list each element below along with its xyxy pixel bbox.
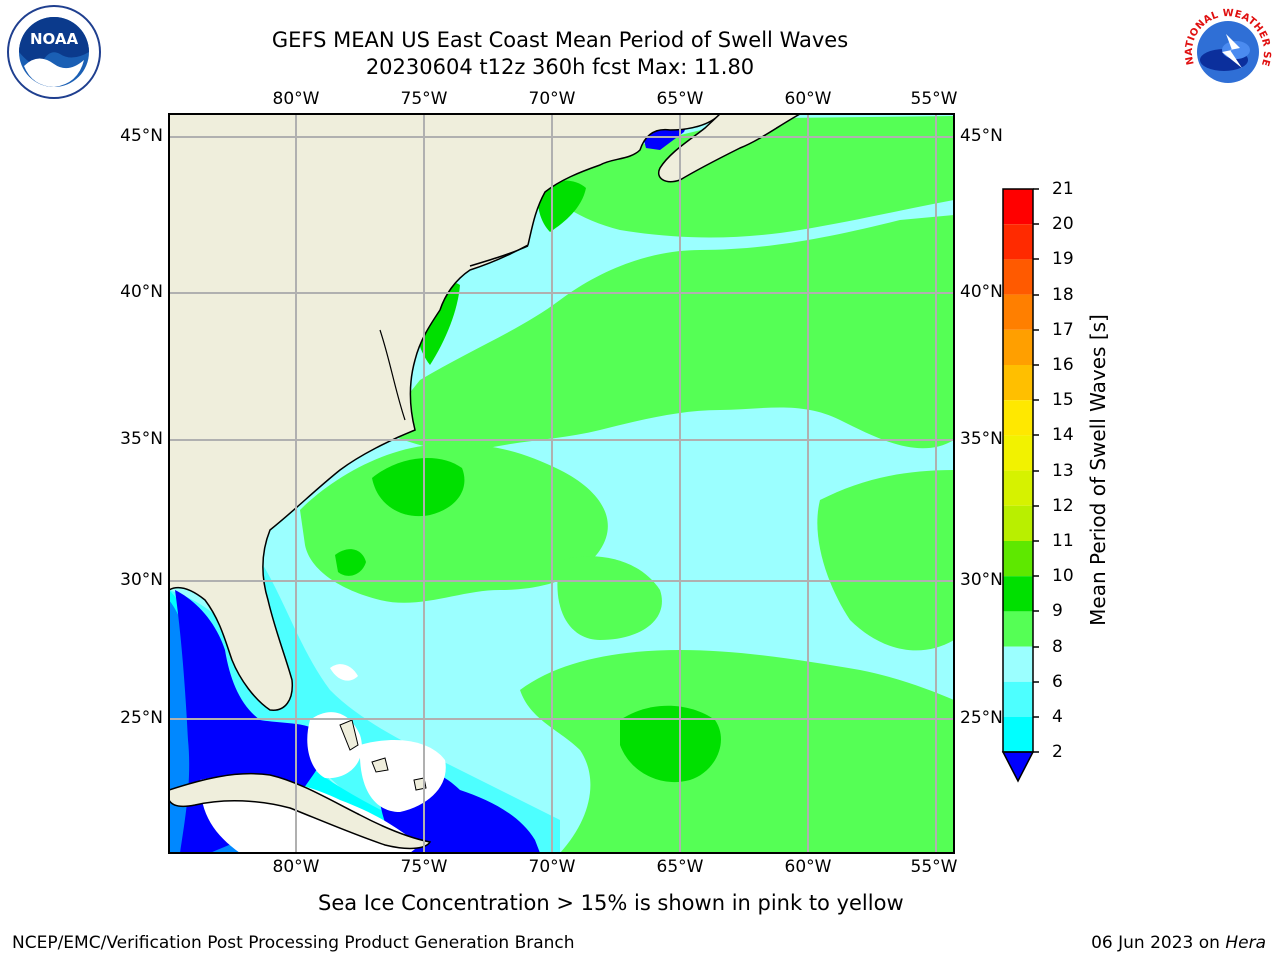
long-island-coast (469, 245, 529, 267)
colorbar-swatch (1003, 259, 1033, 295)
lat-label-left: 35°N (120, 429, 163, 449)
cuba-land (169, 772, 432, 850)
colorbar-tick-label: 8 (1052, 637, 1063, 657)
chesapeake-coast (379, 329, 406, 421)
colorbar-tick-label: 18 (1052, 285, 1074, 305)
colorbar-tick-label: 11 (1052, 531, 1074, 551)
colorbar-swatch (1003, 646, 1033, 682)
colorbar-tick-label: 2 (1052, 742, 1063, 762)
colorbar-swatch (1003, 576, 1033, 612)
lat-label-right: 45°N (960, 126, 1003, 146)
colorbar-tick-label: 20 (1052, 214, 1074, 234)
colorbar-tick-label: 17 (1052, 320, 1074, 340)
lon-label-bottom: 70°W (528, 857, 576, 877)
lon-label-top: 70°W (528, 89, 576, 109)
colorbar-swatch (1003, 717, 1033, 753)
lon-label-bottom: 65°W (656, 857, 704, 877)
colorbar (1001, 188, 1039, 783)
lat-label-right: 40°N (960, 282, 1003, 302)
colorbar-swatch (1003, 435, 1033, 471)
colorbar-swatch (1003, 189, 1033, 225)
map-gridlines (169, 114, 954, 853)
colorbar-swatch (1003, 329, 1033, 365)
colorbar-tick-label: 13 (1052, 461, 1074, 481)
lat-label-left: 40°N (120, 282, 163, 302)
colorbar-swatch (1003, 400, 1033, 436)
colorbar-swatch (1003, 224, 1033, 260)
lon-label-top: 65°W (656, 89, 704, 109)
footer-date: 06 Jun 2023 on Hera (1091, 933, 1266, 953)
colorbar-tick-label: 10 (1052, 566, 1074, 586)
lat-label-left: 25°N (120, 708, 163, 728)
colorbar-swatch (1003, 365, 1033, 401)
map-frame (168, 113, 955, 854)
lat-label-right: 35°N (960, 429, 1003, 449)
colorbar-swatch (1003, 541, 1033, 577)
colorbar-tick-label: 21 (1052, 179, 1074, 199)
lon-label-top: 55°W (910, 89, 958, 109)
noaa-logo-text: NOAA (30, 30, 79, 48)
noaa-logo-icon: NOAA (7, 5, 101, 99)
colorbar-tick-label: 12 (1052, 496, 1074, 516)
colorbar-swatch (1003, 505, 1033, 541)
colorbar-swatch (1003, 470, 1033, 506)
lon-label-bottom: 75°W (400, 857, 448, 877)
colorbar-swatch (1003, 681, 1033, 717)
swell-10-11s-region (335, 180, 721, 783)
footer-credit: NCEP/EMC/Verification Post Processing Pr… (12, 933, 575, 953)
colorbar-swatch (1003, 294, 1033, 330)
lon-label-bottom: 80°W (272, 857, 320, 877)
colorbar-tick-label: 9 (1052, 601, 1063, 621)
lon-label-bottom: 60°W (784, 857, 832, 877)
colorbar-tick-label: 14 (1052, 425, 1074, 445)
colorbar-tick-label: 4 (1052, 707, 1063, 727)
colorbar-under-triangle (1001, 751, 1035, 783)
lat-label-right: 30°N (960, 570, 1003, 590)
north-america-land (169, 114, 722, 711)
colorbar-tick-label: 15 (1052, 390, 1074, 410)
lon-label-top: 80°W (272, 89, 320, 109)
lon-label-top: 75°W (400, 89, 448, 109)
nws-logo-icon: NATIONAL WEATHER SERVICE (1180, 4, 1274, 98)
colorbar-swatch (1003, 611, 1033, 647)
lat-label-left: 45°N (120, 126, 163, 146)
chart-title: GEFS MEAN US East Coast Mean Period of S… (271, 28, 849, 52)
sea-ice-note: Sea Ice Concentration > 15% is shown in … (318, 891, 904, 915)
lon-label-bottom: 55°W (910, 857, 958, 877)
footer-date-text: 06 Jun 2023 on (1091, 933, 1226, 953)
colorbar-tick-label: 6 (1052, 672, 1063, 692)
colorbar-tick-label: 16 (1052, 355, 1074, 375)
lat-label-right: 25°N (960, 708, 1003, 728)
colorbar-tick-label: 19 (1052, 249, 1074, 269)
footer-host: Hera (1225, 933, 1266, 953)
colorbar-title: Mean Period of Swell Waves [s] (1086, 314, 1110, 626)
lat-label-left: 30°N (120, 570, 163, 590)
chart-subtitle: 20230604 t12z 360h fcst Max: 11.80 (365, 55, 755, 79)
lon-label-top: 60°W (784, 89, 832, 109)
